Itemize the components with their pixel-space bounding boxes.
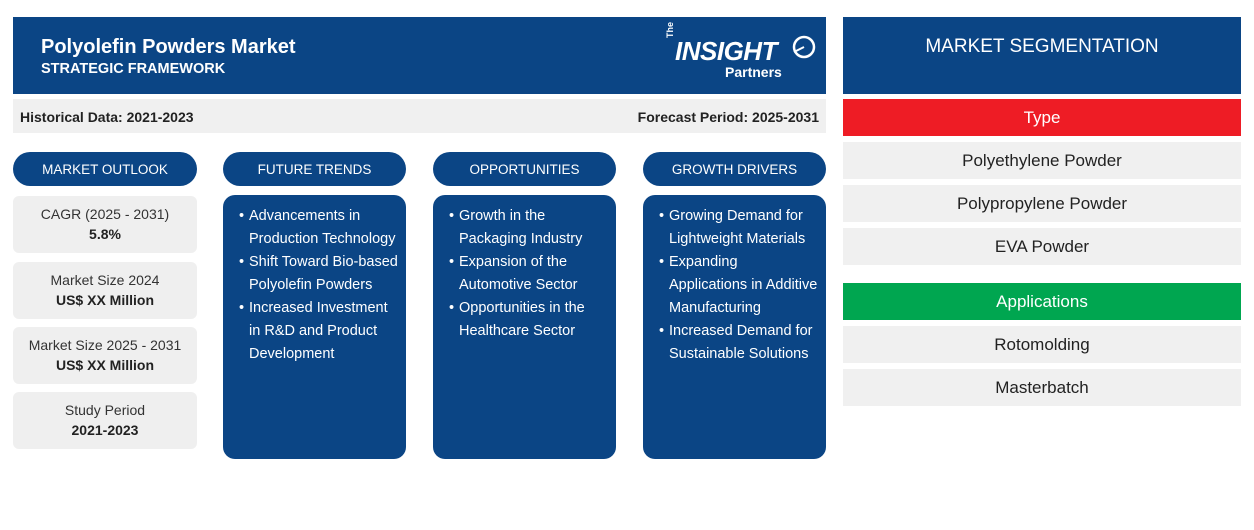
trend-item: Shift Toward Bio-based Polyolefin Powder… xyxy=(239,251,398,297)
trend-item: Increased Investment in R&D and Product … xyxy=(239,297,398,366)
forecast-period: Forecast Period: 2025-2031 xyxy=(637,109,819,125)
opportunities-panel: Growth in the Packaging Industry Expansi… xyxy=(433,195,616,459)
growth-drivers-header: GROWTH DRIVERS xyxy=(643,152,826,186)
opportunity-item: Opportunities in the Healthcare Sector xyxy=(449,297,608,343)
future-trends-header: FUTURE TRENDS xyxy=(223,152,406,186)
segment-item: Polyethylene Powder xyxy=(843,142,1241,179)
logo-partners: Partners xyxy=(725,64,782,80)
stat-label: Market Size 2024 xyxy=(50,272,160,288)
historical-data: Historical Data: 2021-2023 xyxy=(20,109,194,125)
segment-type-header: Type xyxy=(843,99,1241,136)
market-segmentation-title: MARKET SEGMENTATION xyxy=(843,17,1241,94)
stat-value: 5.8% xyxy=(89,226,121,242)
report-header: Polyolefin Powders Market STRATEGIC FRAM… xyxy=(13,17,826,94)
opportunity-item: Growth in the Packaging Industry xyxy=(449,205,608,251)
stat-value: 2021-2023 xyxy=(71,422,139,438)
report-title: Polyolefin Powders Market xyxy=(41,36,296,58)
logo-the: The xyxy=(665,21,675,38)
stat-label: Study Period xyxy=(64,402,146,418)
stat-value: US$ XX Million xyxy=(55,292,154,308)
segment-item: Masterbatch xyxy=(843,369,1241,406)
stat-label: Market Size 2025 - 2031 xyxy=(28,337,182,353)
market-outlook-header: MARKET OUTLOOK xyxy=(13,152,197,186)
logo-circle-icon xyxy=(792,35,816,59)
study-period-box: Study Period 2021-2023 xyxy=(13,392,197,449)
cagr-box: CAGR (2025 - 2031) 5.8% xyxy=(13,196,197,253)
opportunity-item: Expansion of the Automotive Sector xyxy=(449,251,608,297)
market-size-2024-box: Market Size 2024 US$ XX Million xyxy=(13,262,197,319)
stat-value: US$ XX Million xyxy=(55,357,154,373)
opportunities-header: OPPORTUNITIES xyxy=(433,152,616,186)
report-subtitle: STRATEGIC FRAMEWORK xyxy=(41,61,226,77)
market-size-forecast-box: Market Size 2025 - 2031 US$ XX Million xyxy=(13,327,197,384)
segment-item: EVA Powder xyxy=(843,228,1241,265)
trend-item: Advancements in Production Technology xyxy=(239,205,398,251)
driver-item: Expanding Applications in Additive Manuf… xyxy=(659,251,818,320)
future-trends-panel: Advancements in Production Technology Sh… xyxy=(223,195,406,459)
period-bar: Historical Data: 2021-2023 Forecast Peri… xyxy=(13,99,826,133)
segment-item: Polypropylene Powder xyxy=(843,185,1241,222)
segment-applications-header: Applications xyxy=(843,283,1241,320)
logo-insight: INSIGHT xyxy=(675,36,777,66)
growth-drivers-panel: Growing Demand for Lightweight Materials… xyxy=(643,195,826,459)
driver-item: Growing Demand for Lightweight Materials xyxy=(659,205,818,251)
driver-item: Increased Demand for Sustainable Solutio… xyxy=(659,320,818,366)
segment-item: Rotomolding xyxy=(843,326,1241,363)
stat-label: CAGR (2025 - 2031) xyxy=(40,206,170,222)
insight-partners-logo: The INSIGHT Partners xyxy=(665,22,817,82)
